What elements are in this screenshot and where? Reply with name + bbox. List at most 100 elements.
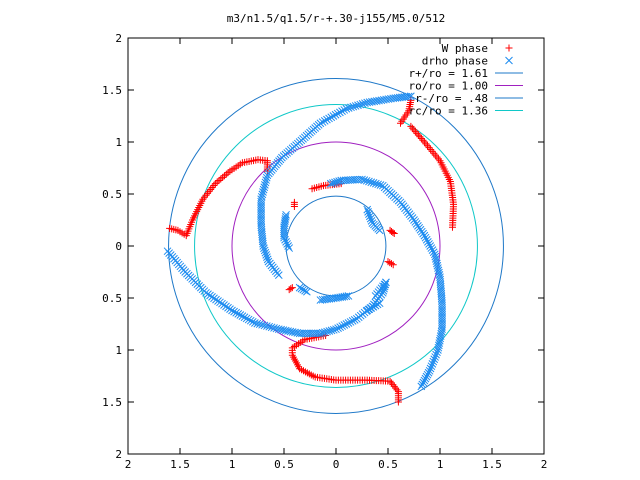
drho-phase-point — [327, 113, 336, 122]
drho-phase-point — [259, 188, 267, 196]
drho-phase-point — [255, 320, 264, 329]
legend-label: drho phase — [422, 55, 488, 68]
w-phase-point — [430, 149, 438, 157]
drho-phase-point — [350, 315, 359, 324]
drho-phase-point — [421, 233, 430, 242]
drho-phase-point — [281, 235, 289, 244]
drho-phase-point — [262, 322, 271, 330]
drho-phase-point — [434, 264, 442, 272]
drho-phase-point — [281, 326, 290, 335]
drho-phase-point — [262, 173, 271, 182]
drho-phase-point — [361, 99, 369, 108]
y-tick-label: 1.5 — [102, 396, 122, 409]
drho-phase-point — [369, 179, 378, 187]
drho-phase-point — [354, 101, 362, 110]
x-tick-label: 2 — [125, 458, 132, 471]
drho-phase-point — [365, 305, 374, 314]
y-tick-label: 1.5 — [102, 84, 122, 97]
drho-phase-point — [274, 325, 283, 334]
y-tick-label: 2 — [115, 32, 122, 45]
drho-phase-point — [422, 372, 431, 381]
drho-phase-point — [301, 286, 309, 295]
drho-phase-point — [430, 250, 439, 259]
drho-phase-point — [404, 92, 413, 101]
drho-phase-point — [284, 242, 293, 250]
drho-phase-point — [258, 190, 267, 199]
w-phase-point — [408, 124, 416, 132]
drho-phase-point — [257, 195, 265, 204]
drho-phase-point — [236, 311, 245, 319]
drho-phase-point — [366, 214, 375, 223]
drho-phase-point — [432, 257, 441, 266]
w-phase-point — [431, 151, 439, 159]
drho-phase-point — [230, 307, 238, 316]
drho-phase-point — [373, 300, 382, 309]
w-phase-point — [448, 223, 456, 231]
w-phase-point — [217, 175, 225, 183]
reference-circles — [168, 78, 504, 414]
w-phase-point — [433, 153, 441, 161]
drho-phase-point — [363, 205, 372, 214]
drho-phase-point — [277, 325, 285, 334]
drho-phase-point — [260, 321, 269, 330]
drho-phase-point — [434, 341, 443, 350]
drho-phase-point — [342, 104, 351, 113]
drho-phase-point — [261, 180, 269, 189]
drho-phase-point — [431, 252, 440, 261]
reference-circle — [231, 141, 441, 351]
drho-phase-point — [327, 326, 336, 335]
drho-phase-point — [342, 320, 351, 328]
drho-phase-point — [420, 376, 429, 385]
x-tick-label: 0.5 — [274, 458, 294, 471]
drho-phase-point — [364, 207, 372, 216]
legend-label: ro/ro = 1.00 — [409, 80, 488, 93]
w-phase-point — [222, 170, 230, 178]
legend-label: W phase — [442, 42, 488, 55]
drho-phase-point — [318, 118, 327, 126]
y-tick-label: 1 — [115, 344, 122, 357]
drho-phase-point — [434, 343, 443, 352]
chart-title: m3/n1.5/q1.5/r-+.30-j155/M5.0/512 — [227, 12, 446, 25]
drho-phase-point — [365, 210, 373, 218]
drho-phase-point — [435, 336, 444, 345]
drho-phase-point — [295, 283, 304, 292]
drho-phase-point — [424, 368, 433, 377]
w-phase-point — [390, 230, 398, 238]
drho-phase-point — [323, 327, 331, 336]
drho-phase-point — [369, 302, 378, 311]
drho-phase-point — [288, 328, 297, 336]
drho-phase-point — [331, 178, 339, 187]
drho-phase-point — [429, 248, 438, 257]
drho-phase-point — [421, 374, 430, 383]
drho-phase-point — [340, 106, 349, 114]
drho-phase-point — [257, 192, 266, 201]
drho-phase-point — [431, 255, 440, 263]
drho-phase-point — [331, 110, 340, 119]
drho-phase-point — [429, 357, 438, 366]
drho-phase-point — [435, 339, 444, 347]
w-phase-point — [215, 176, 223, 184]
drho-phase-point — [270, 324, 278, 332]
w-phase-point — [288, 284, 296, 292]
drho-phase-point — [282, 237, 290, 246]
drho-phase-point — [365, 212, 374, 221]
drho-phase-point — [299, 285, 308, 294]
y-tick-label: 1 — [115, 136, 122, 149]
drho-phase-point — [260, 244, 268, 253]
drho-phase-point — [280, 233, 288, 242]
drho-phase-point — [344, 104, 353, 112]
drho-phase-point — [367, 178, 376, 187]
drho-phase-point — [303, 287, 311, 296]
drho-phase-point — [321, 328, 329, 337]
drho-phase-point — [375, 226, 384, 235]
drho-phase-point — [351, 102, 360, 110]
drho-phase-point — [265, 322, 274, 331]
reference-circle — [168, 78, 504, 414]
drho-phase-point — [260, 246, 269, 255]
drho-phase-point — [329, 325, 338, 334]
drho-phase-point — [436, 334, 445, 343]
drho-phase-point — [262, 176, 270, 184]
drho-phase-point — [285, 244, 294, 252]
drho-phase-point — [284, 327, 292, 335]
drho-phase-point — [437, 329, 446, 338]
